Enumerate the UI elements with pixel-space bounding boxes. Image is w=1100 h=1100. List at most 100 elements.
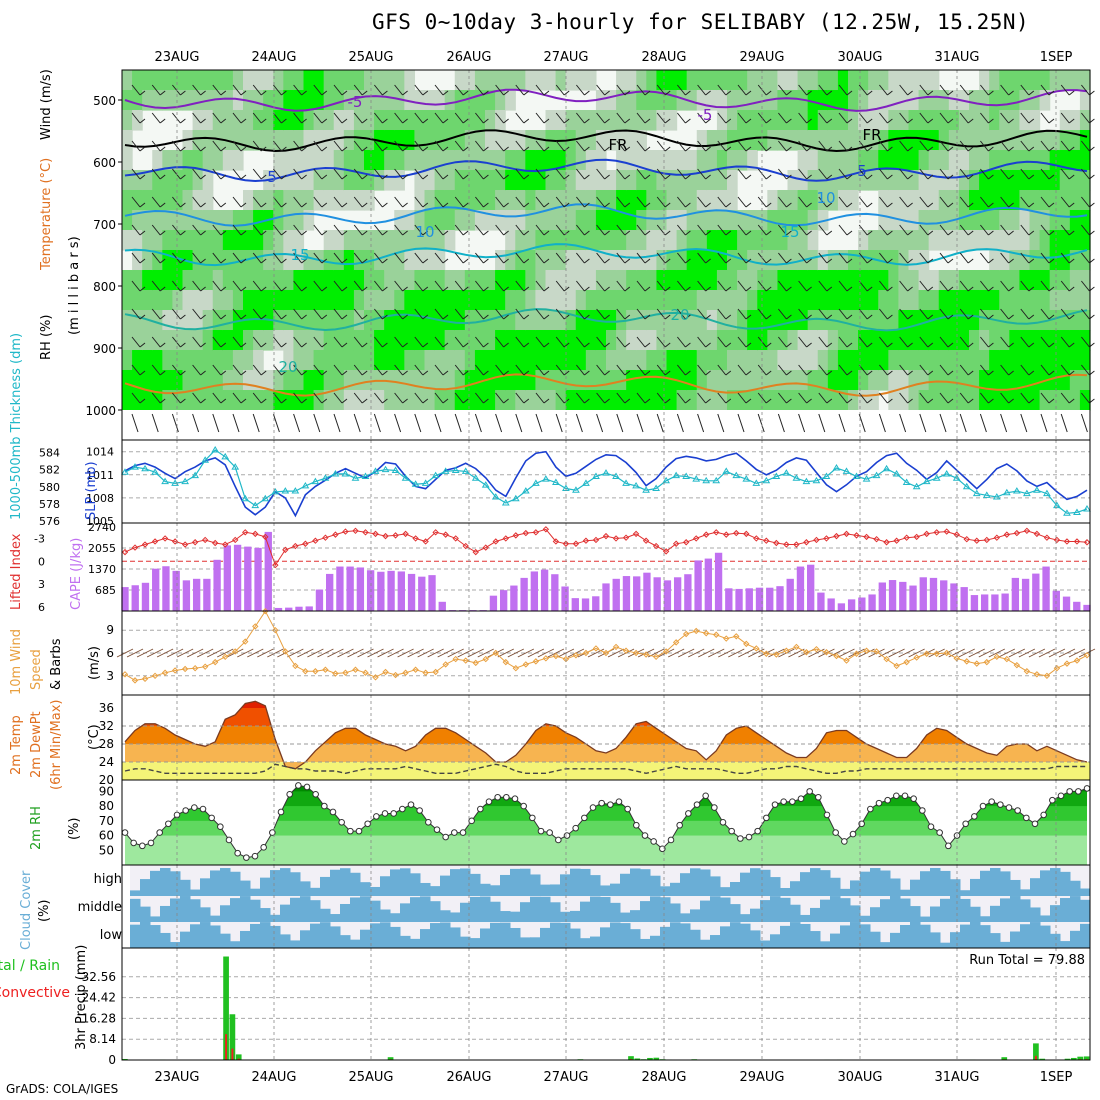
- cape-bar: [561, 586, 569, 611]
- rh-cell: [727, 330, 738, 351]
- wind-barb: [879, 336, 888, 348]
- thickness-point: [842, 467, 851, 474]
- wind-barb: [656, 196, 666, 208]
- wind-speed-point: [472, 659, 479, 667]
- rh-cell: [505, 170, 516, 191]
- wind-barb: [604, 230, 610, 236]
- rh-cell: [666, 290, 678, 311]
- rh-cell: [827, 190, 839, 211]
- wind-barb: [818, 308, 828, 320]
- thickness-point: [261, 494, 270, 502]
- rh-cell: [979, 130, 990, 151]
- lifted-index-point: [522, 529, 530, 537]
- wind-barb: [786, 258, 792, 264]
- rh-cell: [364, 290, 375, 311]
- wind-barb: [515, 336, 525, 348]
- wind-barb: [361, 258, 368, 264]
- rh-cell: [585, 190, 597, 211]
- rh-cell: [918, 190, 930, 211]
- rh-cell: [353, 350, 365, 371]
- isotherm-line: [124, 88, 1088, 112]
- cloud-block: [440, 875, 451, 896]
- wind-barb: [382, 90, 388, 96]
- rh-cell: [646, 270, 658, 291]
- cloud-block: [210, 925, 221, 948]
- rh-cell: [807, 90, 819, 111]
- thickness-point: [281, 487, 290, 494]
- wind-speed-point: [151, 672, 159, 680]
- wind-barb: [636, 413, 644, 433]
- thickness-point: [241, 494, 250, 502]
- rh-point: [823, 811, 831, 819]
- wind-barb: [159, 342, 166, 348]
- wind-barb: [806, 370, 812, 376]
- cloud-block: [240, 880, 251, 896]
- rh-cell: [474, 150, 486, 171]
- rh-cell: [333, 350, 345, 371]
- wind-barb: [212, 336, 222, 348]
- wind-barb: [1020, 252, 1030, 264]
- wind-barb: [636, 280, 646, 292]
- rh-cell: [505, 310, 516, 331]
- rh-cell: [182, 70, 194, 91]
- rh-cell: [454, 150, 466, 171]
- wind-barb: [717, 196, 727, 208]
- wind-barb: [353, 84, 363, 96]
- wind-barb: [151, 392, 161, 404]
- wind-barb: [240, 230, 247, 236]
- thickness-point: [912, 482, 921, 490]
- rh-cell: [454, 350, 466, 371]
- rh-cell: [474, 310, 486, 331]
- cloud-block: [190, 889, 201, 896]
- rh-cell: [898, 150, 910, 171]
- wind-barb: [1048, 314, 1055, 320]
- wind-barb: [321, 146, 328, 152]
- rh-cell: [827, 130, 839, 151]
- wind-barb: [576, 168, 585, 180]
- rh-cell: [777, 210, 789, 231]
- wind-barb: [483, 230, 489, 236]
- wind-barb: [313, 280, 323, 292]
- wind-speed-point: [773, 651, 780, 658]
- contour-label: 5: [857, 162, 867, 180]
- wind-barb: [616, 196, 626, 208]
- wind-barb: [656, 336, 666, 348]
- rh-cell: [293, 350, 305, 371]
- rh-cell: [636, 210, 647, 231]
- rh-cell: [938, 210, 950, 231]
- wind-barb: [515, 392, 525, 404]
- wind-barb: [200, 258, 206, 264]
- rh-cell: [474, 330, 486, 351]
- lifted-index-point: [793, 541, 800, 548]
- rh-point: [789, 798, 796, 805]
- rh-cell: [716, 290, 728, 311]
- wind-barb: [353, 252, 363, 264]
- rh-point: [277, 808, 285, 816]
- cloud-block: [560, 874, 571, 896]
- cloud-block: [150, 925, 161, 948]
- cape-bar: [868, 594, 876, 611]
- rh-cell: [706, 370, 718, 391]
- lifted-index-point: [552, 538, 560, 545]
- rh-cell: [414, 170, 426, 191]
- rh-cell: [777, 330, 789, 351]
- wind-barb: [139, 398, 146, 404]
- wind-barb: [503, 398, 509, 404]
- rh-cell: [938, 270, 950, 291]
- cloud-block: [450, 869, 461, 896]
- rh-cell: [686, 350, 698, 371]
- cloud-block: [840, 898, 851, 922]
- rh-cell: [1069, 130, 1081, 151]
- rh-cell: [848, 330, 859, 351]
- wind-barb: [644, 230, 651, 236]
- rh-point: [433, 826, 441, 833]
- rh-cell: [212, 350, 224, 371]
- wind-speed-point: [993, 653, 1001, 661]
- wind-barb: [515, 364, 525, 376]
- rh-cell: [384, 270, 395, 291]
- wind-barb: [321, 118, 328, 124]
- cloud-block: [980, 870, 991, 896]
- rh-cell: [1079, 290, 1091, 311]
- rh-cell: [676, 90, 688, 111]
- wind-barb: [879, 364, 888, 376]
